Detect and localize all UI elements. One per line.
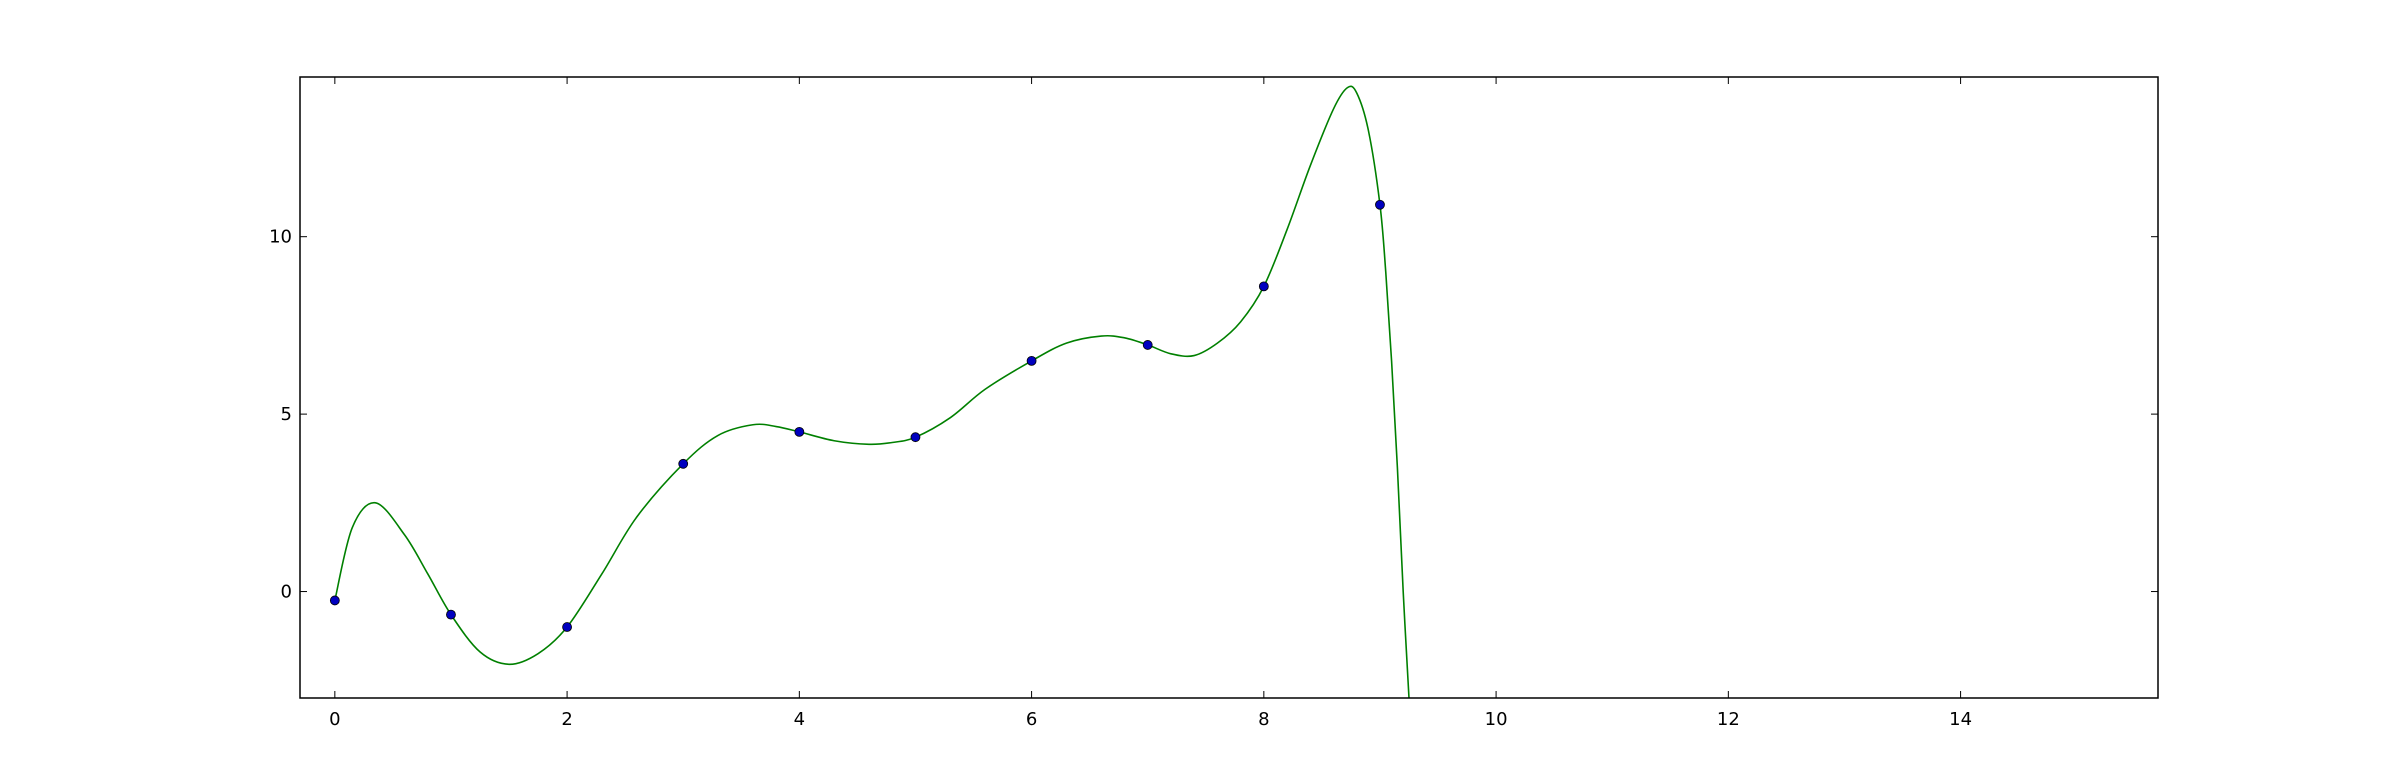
fit-curve: [334, 85, 1410, 698]
axes-frame: [299, 76, 2159, 699]
data-point: [1258, 281, 1269, 292]
x-tick-label: 10: [1485, 709, 1508, 730]
y-tick-label: 5: [281, 404, 292, 425]
data-point: [329, 595, 340, 606]
y-tick-label: 0: [281, 582, 292, 603]
x-tick-label: 8: [1258, 709, 1269, 730]
data-point: [1375, 199, 1385, 210]
ticks-layer: 0 2 4 6 8 10 12 14 0 5 10: [269, 77, 2158, 730]
data-point: [1026, 355, 1037, 366]
y-tick-label: 10: [269, 227, 292, 248]
curve-layer: [334, 85, 1410, 698]
data-point: [794, 426, 805, 437]
x-tick-label: 14: [1949, 709, 1972, 730]
data-point: [1142, 340, 1153, 350]
x-tick-label: 2: [561, 709, 572, 730]
x-tick-label: 0: [329, 709, 340, 730]
data-point: [446, 609, 456, 620]
data-point: [678, 458, 689, 469]
data-point: [562, 622, 572, 632]
x-tick-label: 6: [1026, 709, 1037, 730]
plot-area: [300, 77, 2158, 698]
points-layer: [329, 199, 1385, 632]
x-tick-label: 4: [794, 709, 805, 730]
data-point: [910, 432, 921, 443]
x-tick-label: 12: [1717, 709, 1740, 730]
